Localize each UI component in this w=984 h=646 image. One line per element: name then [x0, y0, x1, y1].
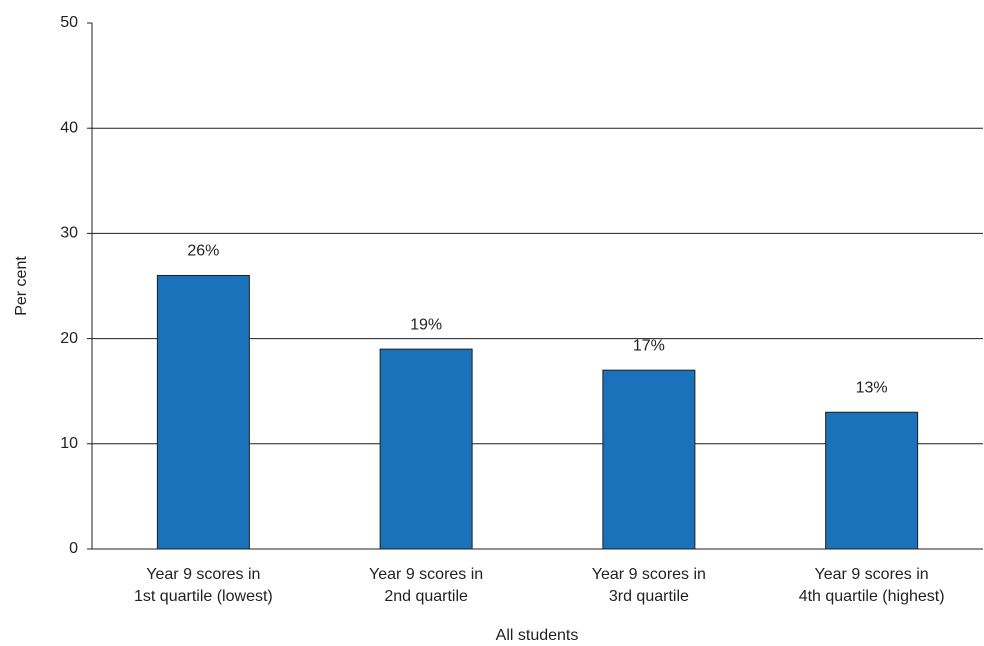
value-label: 26%	[187, 243, 219, 260]
y-tick-label: 0	[69, 540, 78, 557]
bar	[379, 348, 473, 550]
x-axis-label: All students	[496, 627, 579, 644]
x-tick-label: Year 9 scores in	[369, 566, 483, 583]
x-tick-label: Year 9 scores in	[146, 566, 260, 583]
value-label: 13%	[856, 379, 888, 396]
y-tick-label: 10	[60, 435, 78, 452]
y-tick-label: 20	[60, 330, 78, 347]
bar	[602, 369, 696, 550]
value-label: 17%	[633, 337, 665, 354]
y-tick-label: 30	[60, 225, 78, 242]
bar	[156, 274, 250, 550]
x-tick-label: 3rd quartile	[609, 588, 689, 605]
y-tick-label: 40	[60, 119, 78, 136]
x-tick-label: 1st quartile (lowest)	[134, 588, 273, 605]
value-label: 19%	[410, 316, 442, 333]
x-tick-label: 2nd quartile	[384, 588, 468, 605]
y-tick-label: 50	[60, 14, 78, 31]
x-tick-label: Year 9 scores in	[815, 566, 929, 583]
bar	[825, 411, 919, 550]
x-tick-label: Year 9 scores in	[592, 566, 706, 583]
y-axis-label: Per cent	[13, 256, 30, 316]
x-tick-label: 4th quartile (highest)	[799, 588, 945, 605]
